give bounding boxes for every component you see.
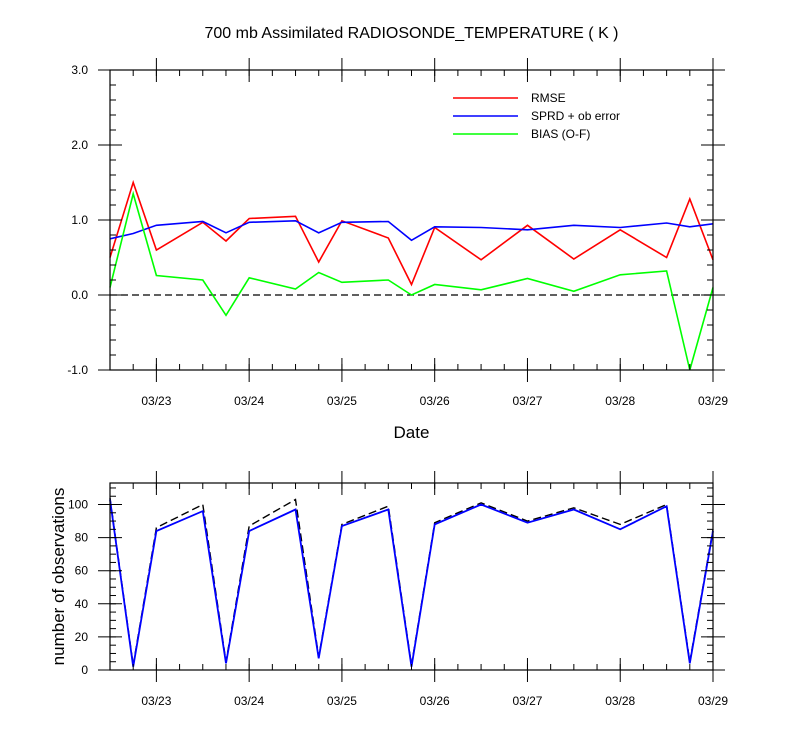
x-tick-label: 03/29 xyxy=(698,394,728,408)
y-tick-label: 0.0 xyxy=(71,288,88,302)
x-tick-label: 03/25 xyxy=(327,694,357,708)
x-axis-label: Date xyxy=(394,423,430,442)
y-tick-label: 40 xyxy=(75,597,89,611)
y-tick-label: 3.0 xyxy=(71,63,88,77)
series-line-rmse xyxy=(109,179,714,287)
bottom-panel: 03/23 03/24 03/25 03/26 03/27 03/28 03/29 0 20 40… xyxy=(49,471,728,708)
x-tick-label: 03/23 xyxy=(141,394,171,408)
x-tick-label: 03/24 xyxy=(234,394,264,408)
y-tick-label: 100 xyxy=(68,498,88,512)
y-axis-label: number of observations xyxy=(49,488,68,666)
legend-label: RMSE xyxy=(531,91,566,105)
legend-label: SPRD + ob error xyxy=(531,109,620,123)
x-tick-label: 03/23 xyxy=(141,694,171,708)
x-tick-label: 03/25 xyxy=(327,394,357,408)
y-tick-label: 0 xyxy=(81,663,88,677)
x-tick-label: 03/26 xyxy=(420,694,450,708)
y-tick-label: 2.0 xyxy=(71,138,88,152)
x-tick-label: 03/28 xyxy=(605,694,635,708)
x-tick-label: 03/26 xyxy=(420,394,450,408)
plot-frame xyxy=(109,69,714,371)
x-tick-label: 03/27 xyxy=(512,694,542,708)
legend: RMSE SPRD + ob error BIAS (O-F) xyxy=(453,91,620,141)
chart-title: 700 mb Assimilated RADIOSONDE_TEMPERATUR… xyxy=(204,25,618,42)
x-tick-label: 03/29 xyxy=(698,694,728,708)
legend-label: BIAS (O-F) xyxy=(531,127,590,141)
y-tick-label: -1.0 xyxy=(67,363,88,377)
y-tick-label: 20 xyxy=(75,630,89,644)
y-tick-label: 60 xyxy=(75,564,89,578)
y-tick-label: 80 xyxy=(75,531,89,545)
x-tick-label: 03/28 xyxy=(605,394,635,408)
x-tick-label: 03/27 xyxy=(512,394,542,408)
series-line-bias-o-f xyxy=(109,190,714,371)
series-line-sprd-ob-error xyxy=(109,219,714,242)
series-line-assimilated-observations xyxy=(109,499,714,667)
plot-frame xyxy=(109,482,714,671)
y-tick-label: 1.0 xyxy=(71,213,88,227)
series-line-possible-observations xyxy=(109,497,714,666)
x-tick-label: 03/24 xyxy=(234,694,264,708)
top-panel: 700 mb Assimilated RADIOSONDE_TEMPERATUR… xyxy=(67,25,728,442)
